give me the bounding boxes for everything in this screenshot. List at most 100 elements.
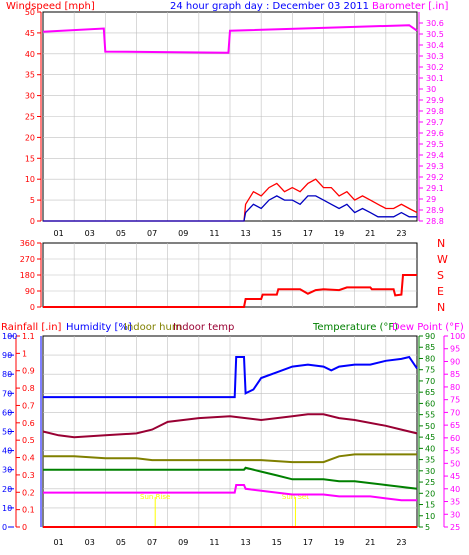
wind-axis-tick-label: 0 [30,217,35,226]
chart-title: 24 hour graph day : December 03 2011 [170,1,369,12]
humidity-axis-tick-label: 10 [2,504,12,513]
humidity-axis-tick-label: 70 [2,389,12,398]
humidity-axis-tick-label: 60 [2,408,12,417]
indoor-temp-line [42,413,418,439]
dew-axis-tick-label: 55 [450,447,460,456]
wind-panel-x-tick: 15 [272,229,282,238]
wind-axis-title: Windspeed [mph] [6,1,95,12]
wind-panel-x-tick: 13 [240,229,250,238]
compass-label: N [437,301,445,314]
wind-axis-tick-label: 40 [25,50,35,59]
compass-label: S [437,269,444,282]
wind-panel-x-tick: 07 [147,229,157,238]
barometer-axis-tick-label: 30 [426,85,436,94]
dew-axis-tick-label: 95 [450,345,460,354]
barometer-axis-tick-label: 29.6 [426,129,444,138]
barometer-axis-tick-label: 29.9 [426,96,444,105]
barometer-axis-tick-label: 30.1 [426,74,444,83]
dew-axis-tick-label: 50 [450,459,460,468]
barometer-axis-tick-label: 29.7 [426,118,444,127]
temp-panel-x-tick: 21 [365,538,375,547]
humidity-axis-tick-label: 0 [2,523,7,532]
humidity-axis-tick-label: 100 [2,332,17,341]
temp-axis-tick-label: 40 [425,444,435,453]
temp-panel-x-tick: 19 [334,538,344,547]
temp-axis-tick-label: 70 [425,377,435,386]
temp-panel-x-tick: 07 [147,538,157,547]
sunset-label: Sun Set [282,493,309,501]
sunrise-label: Sun Rise [140,493,170,501]
dew-axis-tick-label: 100 [450,332,465,341]
wind-axis-tick-label: 45 [25,29,35,38]
dew-axis-tick-label: 60 [450,434,460,443]
temp-axis-tick-label: 45 [425,433,435,442]
barometer-axis-tick-label: 29 [426,195,436,204]
temp-axis-tick-label: 65 [425,388,435,397]
rain-axis-tick-label: 0.2 [22,488,35,497]
temperature-label: Temperature (°F) [312,322,398,333]
humidity-axis-tick-label: 30 [2,466,12,475]
barometer-axis-tick-label: 30.4 [426,41,444,50]
direction-axis-tick-label: 0 [30,303,35,312]
humidity-label: Humidity [%] [66,322,132,333]
dew-axis-tick-label: 40 [450,485,460,494]
humidity-line [43,355,418,399]
direction-axis-tick-label: 270 [20,255,35,264]
indoor-temp-label: Indoor temp [173,322,234,333]
wind-axis-tick-label: 30 [25,92,35,101]
dew-axis-tick-label: 70 [450,408,460,417]
temp-axis-tick-label: 35 [425,456,435,465]
temp-axis-tick-label: 20 [425,489,435,498]
wind-gust-line [43,178,418,222]
barometer-axis-tick-label: 29.1 [426,184,444,193]
humidity-axis-tick-label: 90 [2,351,12,360]
temp-panel-x-tick: 03 [85,538,95,547]
temp-axis-tick-label: 85 [425,343,435,352]
temp-axis-tick-label: 60 [425,399,435,408]
barometer-axis-tick-label: 29.4 [426,151,444,160]
dew-axis-tick-label: 75 [450,396,460,405]
dew-axis-tick-label: 45 [450,472,460,481]
temp-axis-tick-label: 75 [425,366,435,375]
wind-axis-tick-label: 10 [25,175,35,184]
barometer-axis-title: Barometer [.in] [372,1,448,12]
wind-direction-line [43,274,417,308]
barometer-axis-tick-label: 28.8 [426,217,444,226]
wind-panel-x-tick: 11 [209,229,219,238]
humidity-axis-tick-label: 20 [2,485,12,494]
barometer-axis-tick-label: 30.5 [426,30,444,39]
temp-axis-tick-label: 15 [425,501,435,510]
temp-panel-x-tick: 01 [53,538,63,547]
wind-panel-x-tick: 23 [396,229,406,238]
rain-axis-tick-label: 1.1 [22,332,35,341]
dew-axis-tick-label: 30 [450,510,460,519]
wind-panel-x-tick: 01 [53,229,63,238]
rain-axis-tick-label: 0.6 [22,419,35,428]
rain-axis-tick-label: 0.1 [22,506,35,515]
wind-average-line [43,195,417,222]
temp-axis-tick-label: 30 [425,467,435,476]
barometer-axis-tick-label: 29.3 [426,162,444,171]
dew-axis-tick-label: 80 [450,383,460,392]
wind-panel-x-tick: 03 [85,229,95,238]
temp-panel-x-tick: 15 [272,538,282,547]
rain-axis-tick-label: 0.7 [22,401,35,410]
direction-axis-tick-label: 90 [25,287,35,296]
barometer-axis-tick-label: 29.8 [426,107,444,116]
rain-axis-tick-label: 0 [22,523,27,532]
wind-panel-x-tick: 21 [365,229,375,238]
rain-axis-tick-label: 0.9 [22,367,35,376]
temp-axis-tick-label: 80 [425,354,435,363]
wind-axis-tick-label: 15 [25,154,35,163]
temp-panel-x-tick: 09 [178,538,188,547]
temp-panel-x-tick: 23 [396,538,406,547]
wind-panel-x-tick: 17 [303,229,313,238]
rain-axis-tick-label: 0.3 [22,471,35,480]
rain-axis-tick-label: 0.5 [22,436,35,445]
barometer-axis-tick-label: 30.3 [426,52,444,61]
barometer-axis-tick-label: 29.5 [426,140,444,149]
temp-panel-x-tick: 05 [116,538,126,547]
barometer-axis-tick-label: 30.2 [426,63,444,72]
indoor-hum-label: Indoor hum [124,322,182,333]
